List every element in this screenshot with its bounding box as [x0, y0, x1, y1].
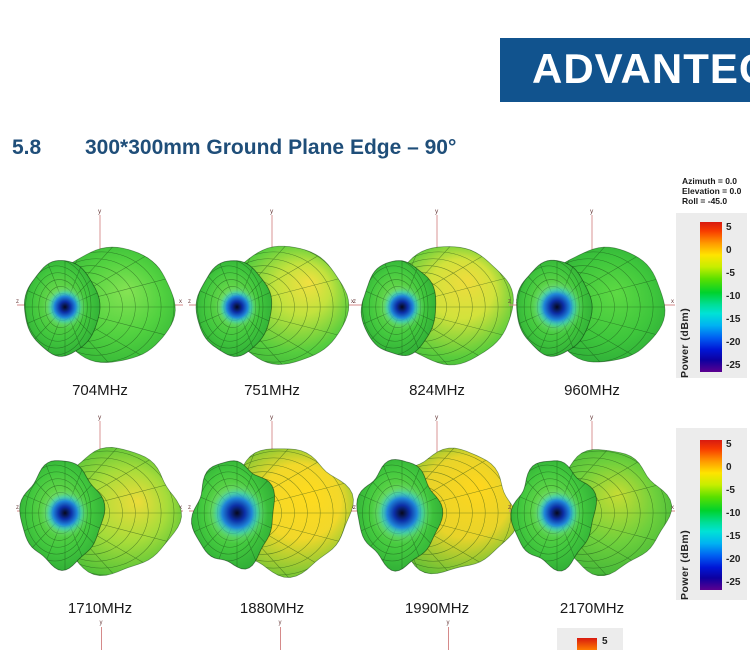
frequency-label: 1710MHz: [67, 600, 133, 617]
svg-text:x: x: [179, 299, 182, 305]
svg-text:z: z: [16, 299, 19, 305]
colorbar-tick: 0: [726, 462, 732, 473]
colorbar-gradient: [700, 440, 722, 590]
section-title: 300*300mm Ground Plane Edge – 90°: [85, 136, 457, 159]
radiation-pattern-3d: y z x: [15, 205, 185, 380]
colorbar-row3-partial: 5: [557, 628, 623, 650]
frequency-label: 824MHz: [409, 382, 465, 399]
svg-text:z: z: [353, 299, 356, 305]
frequency-label: 1990MHz: [404, 600, 470, 617]
svg-text:y: y: [270, 208, 274, 215]
colorbar-tick: 5: [602, 636, 608, 647]
figure-2170mhz: y z x 2170MHz: [507, 411, 677, 617]
svg-text:z: z: [188, 299, 191, 305]
svg-text:z: z: [508, 505, 511, 511]
radiation-pattern-3d: yzx: [352, 205, 522, 380]
colorbar-tick: -15: [726, 314, 741, 325]
colorbar-gradient: [700, 222, 722, 372]
y-axis-line: [447, 627, 449, 650]
orientation-roll: Roll = -45.0: [682, 196, 728, 206]
svg-text:y: y: [435, 208, 439, 215]
svg-text:z: z: [188, 505, 191, 511]
svg-text:y: y: [590, 414, 594, 421]
svg-text:x: x: [351, 299, 354, 305]
colorbar-tick: -15: [726, 531, 741, 542]
svg-text:z: z: [353, 505, 356, 511]
y-axis-label: y: [99, 620, 103, 626]
figure-1990mhz: yzx 1990MHz: [352, 411, 522, 617]
orientation-azimuth: Azimuth = 0.0: [682, 176, 738, 186]
advantech-logo: ADVANTECH: [500, 38, 750, 102]
frequency-label: 1880MHz: [239, 600, 305, 617]
figure-960mhz: y z x 960MHz: [507, 205, 677, 399]
colorbar-row1: Power (dBm) 5 0 -5 -10 -15 -20 -25: [676, 213, 747, 378]
svg-text:y: y: [270, 414, 274, 421]
y-axis-stub: y: [95, 619, 107, 650]
y-axis-label: y: [446, 620, 450, 626]
svg-text:y: y: [98, 208, 102, 215]
colorbar-tick: 5: [726, 222, 732, 233]
radiation-pattern-3d: y z x: [507, 411, 677, 598]
orientation-info: Azimuth = 0.0 Elevation = 0.0 Roll = -45…: [682, 176, 741, 206]
y-axis-stub: y: [274, 619, 286, 650]
frequency-label: 751MHz: [244, 382, 300, 399]
radiation-pattern-3d: yzx: [352, 411, 522, 598]
colorbar-axis-title: Power (dBm): [679, 307, 691, 378]
colorbar-tick: -25: [726, 577, 741, 588]
section-number: 5.8: [12, 136, 42, 159]
svg-text:y: y: [590, 208, 594, 215]
colorbar-tick: -20: [726, 337, 741, 348]
radiation-pattern-3d: yzx: [15, 411, 185, 598]
frequency-label: 960MHz: [564, 382, 620, 399]
figure-704mhz: y z x 704MHz: [15, 205, 185, 399]
frequency-label: 2170MHz: [559, 600, 625, 617]
svg-text:z: z: [508, 299, 511, 305]
colorbar-row2: Power (dBm) 5 0 -5 -10 -15 -20 -25: [676, 428, 747, 600]
figure-1880mhz: yzx 1880MHz: [187, 411, 357, 617]
advantech-logo-text: ADVANTECH: [532, 45, 750, 92]
svg-text:y: y: [98, 414, 102, 421]
colorbar-tick: -20: [726, 554, 741, 565]
colorbar-axis-title: Power (dBm): [679, 529, 691, 600]
y-axis-stub: y: [442, 619, 454, 650]
colorbar-tick: -5: [726, 485, 735, 496]
colorbar-gradient: [577, 638, 597, 650]
colorbar-tick: 5: [726, 439, 732, 450]
radiation-pattern-3d: yzx: [187, 411, 357, 598]
figure-1710mhz: yzx 1710MHz: [15, 411, 185, 617]
colorbar-tick: -10: [726, 291, 741, 302]
colorbar-tick: -5: [726, 268, 735, 279]
radiation-pattern-3d: y z x: [507, 205, 677, 380]
figure-824mhz: yzx 824MHz: [352, 205, 522, 399]
y-axis-line: [279, 627, 281, 650]
colorbar-tick: -25: [726, 360, 741, 371]
svg-text:z: z: [16, 505, 19, 511]
frequency-label: 704MHz: [72, 382, 128, 399]
colorbar-tick: 0: [726, 245, 732, 256]
svg-text:y: y: [435, 414, 439, 421]
section-heading: 5.8 300*300mm Ground Plane Edge – 90°: [12, 136, 456, 160]
y-axis-label: y: [278, 620, 282, 626]
colorbar-tick: -10: [726, 508, 741, 519]
orientation-elevation: Elevation = 0.0: [682, 186, 742, 196]
svg-text:x: x: [671, 505, 674, 511]
svg-text:x: x: [671, 299, 674, 305]
y-axis-line: [100, 627, 102, 650]
